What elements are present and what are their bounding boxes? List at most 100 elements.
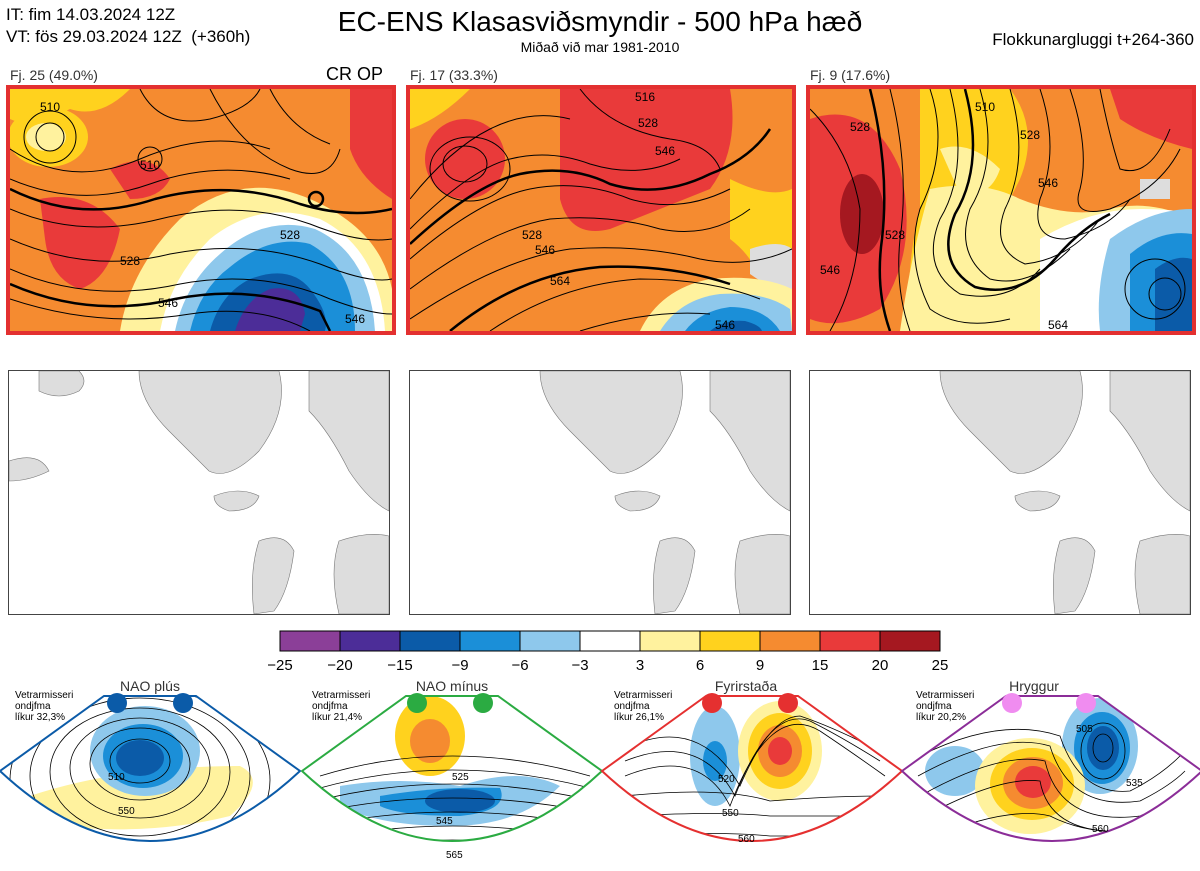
colorbar-cell bbox=[819, 630, 881, 652]
colorbar-cell bbox=[339, 630, 401, 652]
land-map-1 bbox=[8, 370, 390, 615]
classification-window: Flokkunargluggi t+264-360 bbox=[992, 30, 1194, 49]
regime-frame-blocking bbox=[600, 695, 904, 842]
contour-label: 560 bbox=[1092, 824, 1109, 835]
cluster-map-1-plot: 510 510 528 528 546 546 bbox=[10, 89, 392, 331]
colorbar-cell bbox=[279, 630, 341, 652]
contour-label: 510 bbox=[975, 100, 995, 114]
contour-label: 525 bbox=[452, 772, 469, 783]
height-contours-bold bbox=[410, 128, 772, 331]
cluster-map-1: 510 510 528 528 546 546 bbox=[6, 85, 396, 335]
regime-probability: líkur 26,1% bbox=[614, 712, 664, 723]
cluster-map-2: 516 528 546 528 546 564 546 bbox=[406, 85, 796, 335]
arctic-land bbox=[38, 371, 85, 397]
colorbar-cell bbox=[399, 630, 461, 652]
anomaly-negative-strong bbox=[1155, 257, 1192, 331]
regime-note: Vetrarmisseri bbox=[614, 690, 672, 701]
contour-label: 510 bbox=[40, 100, 60, 114]
anomaly-neutral bbox=[750, 244, 792, 289]
regime-note: ondjfma bbox=[15, 701, 51, 712]
contour-label: 546 bbox=[715, 318, 735, 331]
anomaly-weak bbox=[26, 123, 66, 151]
cluster-label-1: Fj. 25 (49.0%) bbox=[10, 67, 98, 83]
cluster-map-3-plot: 528 510 528 546 546 528 564 bbox=[810, 89, 1192, 331]
colorbar-tick-label: −9 bbox=[451, 657, 468, 674]
anomaly-negative-weak bbox=[1012, 850, 1044, 862]
contour-label: 516 bbox=[635, 90, 655, 104]
height-contours-bold bbox=[868, 89, 1111, 331]
land-map-2-plot bbox=[539, 371, 790, 614]
regime-map-nao-minus bbox=[302, 696, 602, 841]
contour-label: 545 bbox=[436, 816, 453, 827]
colorbar-cell bbox=[459, 630, 521, 652]
contour-label: 528 bbox=[850, 120, 870, 134]
contour-label: 510 bbox=[108, 772, 125, 783]
page-subtitle: Miðað við mar 1981-2010 bbox=[520, 39, 680, 55]
cluster-label-3: Fj. 9 (17.6%) bbox=[810, 67, 891, 83]
contour-label: 564 bbox=[1048, 318, 1068, 331]
contour-label: 535 bbox=[1126, 778, 1143, 789]
contour-label: 528 bbox=[120, 254, 140, 268]
colorbar-cell bbox=[639, 630, 701, 652]
anomaly-positive-strong bbox=[40, 197, 120, 289]
contour-label: 565 bbox=[446, 850, 463, 861]
europe-land bbox=[1134, 534, 1190, 614]
regime-name: Hryggur bbox=[1009, 678, 1059, 694]
height-contours-bold bbox=[10, 187, 392, 331]
contour-label: 528 bbox=[638, 116, 658, 130]
regime-dot bbox=[778, 693, 798, 713]
regime-frame-nao-minus bbox=[300, 695, 604, 842]
anomaly-positive-strong bbox=[410, 719, 450, 763]
regime-name: NAO mínus bbox=[416, 678, 488, 694]
height-contours bbox=[810, 89, 1186, 331]
colorbar-tick-label: 25 bbox=[932, 657, 949, 674]
colorbar-tick-label: −3 bbox=[571, 657, 588, 674]
land-map-1-plot bbox=[9, 371, 389, 614]
contour-label: 505 bbox=[1076, 724, 1093, 735]
regime-dot bbox=[1002, 693, 1022, 713]
contour-label: 546 bbox=[345, 312, 365, 326]
regime-probability: líkur 20,2% bbox=[916, 712, 966, 723]
colorbar-cells bbox=[279, 630, 941, 652]
page-title: EC-ENS Klasasviðsmyndir - 500 hPa hæð bbox=[337, 6, 863, 37]
britain-land bbox=[653, 537, 696, 614]
cluster-map-2-plot: 516 528 546 528 546 564 546 bbox=[410, 89, 792, 331]
regime-note: ondjfma bbox=[312, 701, 348, 712]
regime-dot bbox=[1076, 693, 1096, 713]
init-time: IT: fim 14.03.2024 12Z bbox=[6, 5, 176, 24]
anomaly-positive-extreme bbox=[840, 174, 884, 254]
header-init-valid: IT: fim 14.03.2024 12Z VT: fös 29.03.202… bbox=[6, 4, 250, 48]
contour-label: 520 bbox=[718, 774, 735, 785]
britain-land bbox=[252, 537, 295, 614]
scandinavia-land bbox=[308, 371, 389, 512]
contour-label: 546 bbox=[1038, 176, 1058, 190]
regime-dot bbox=[173, 693, 193, 713]
canada-land bbox=[9, 457, 50, 482]
colorbar-cell bbox=[759, 630, 821, 652]
regime-dot bbox=[702, 693, 722, 713]
regime-maps: NAO plús Vetrarmisseri ondjfma líkur 32,… bbox=[0, 678, 1200, 862]
anomaly-positive bbox=[30, 766, 253, 830]
land-map-3-plot bbox=[939, 371, 1190, 614]
contour-label: 546 bbox=[158, 296, 178, 310]
anomaly-negative bbox=[703, 741, 727, 781]
anomaly-positive-weak bbox=[410, 89, 470, 129]
cluster-tag-1: CR OP bbox=[326, 64, 384, 84]
regime-note: Vetrarmisseri bbox=[15, 690, 73, 701]
contour-label: 528 bbox=[885, 228, 905, 242]
anomaly-positive-max bbox=[1015, 766, 1051, 798]
regime-name: NAO plús bbox=[120, 678, 180, 694]
contour-label: 528 bbox=[280, 228, 300, 242]
anomaly-negative-strong bbox=[710, 320, 762, 331]
anomaly-negative bbox=[685, 307, 780, 331]
colorbar: −25 −20 −15 −9 −6 −3 3 6 9 15 20 25 bbox=[267, 630, 948, 674]
colorbar-tick-label: −15 bbox=[387, 657, 412, 674]
colorbar-tick-label: 6 bbox=[696, 657, 704, 674]
contour-label: 550 bbox=[118, 806, 135, 817]
britain-land bbox=[1053, 537, 1096, 614]
anomaly-positive-strong bbox=[110, 161, 170, 199]
anomaly-positive-max bbox=[768, 737, 792, 765]
height-contours bbox=[410, 89, 792, 331]
colorbar-cell bbox=[579, 630, 641, 652]
colorbar-ticks: −25 −20 −15 −9 −6 −3 3 6 9 15 20 25 bbox=[267, 657, 948, 674]
